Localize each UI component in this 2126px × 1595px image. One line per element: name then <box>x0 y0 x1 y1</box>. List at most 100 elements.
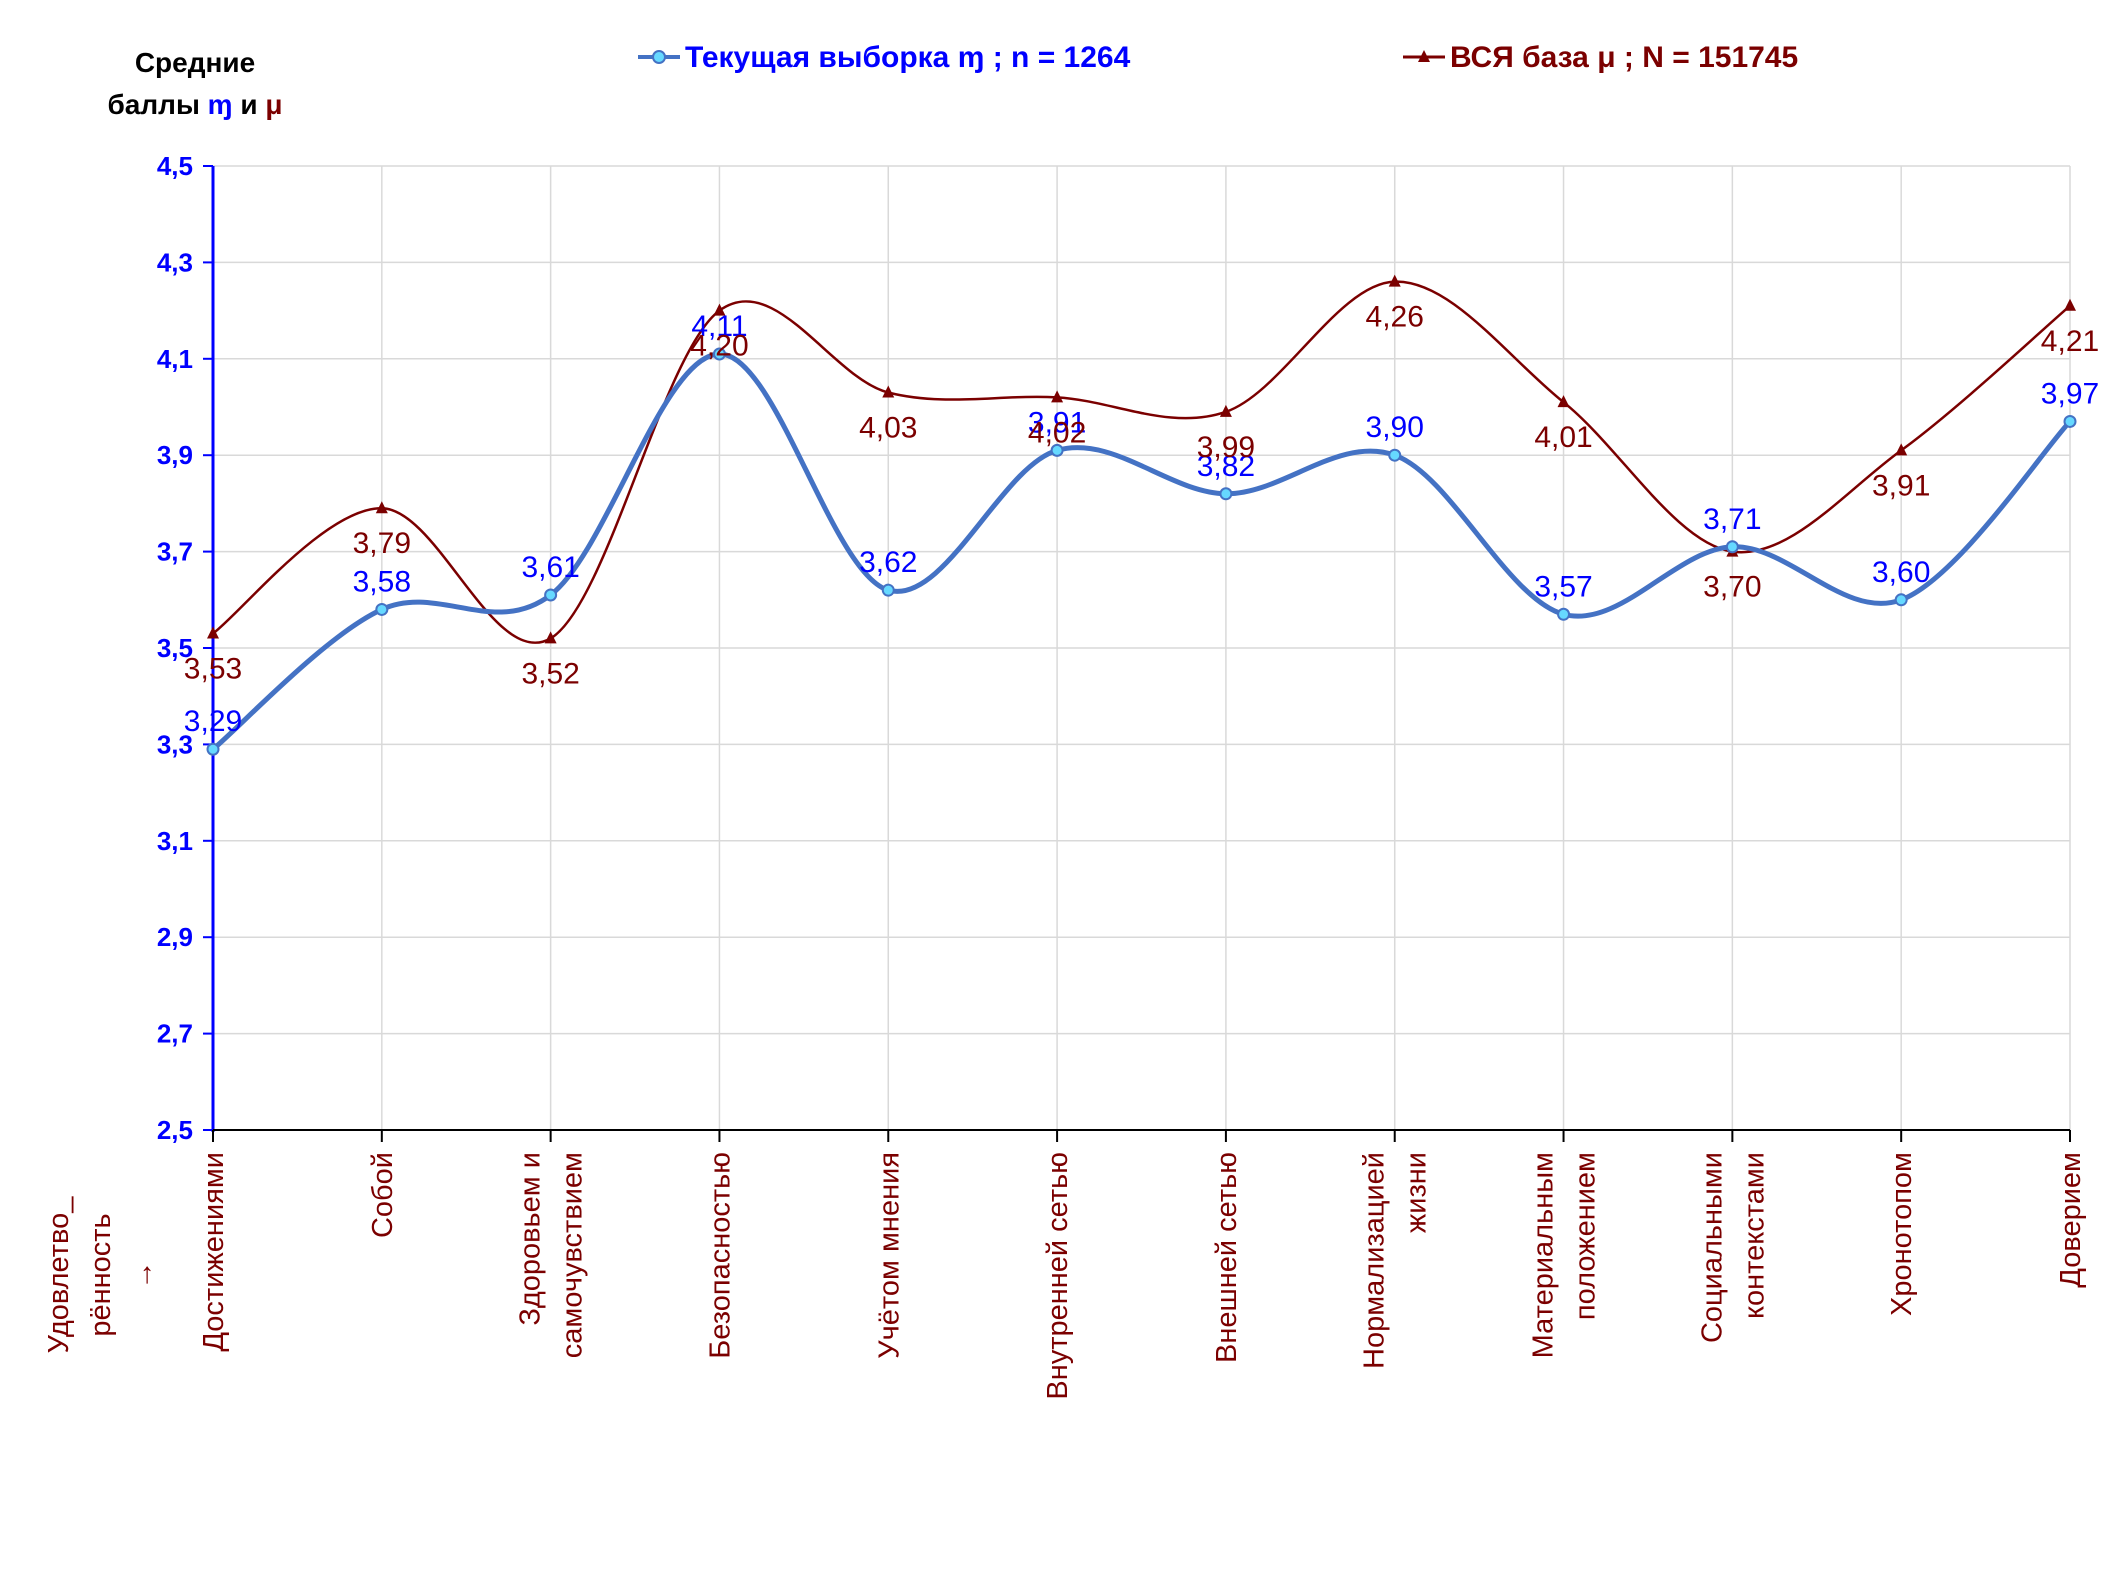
series-base-line <box>212 280 2071 644</box>
data-label-base: 3,79 <box>353 527 411 560</box>
data-label-current: 3,71 <box>1703 503 1761 536</box>
data-label-base: 4,01 <box>1534 421 1592 454</box>
category-label-line: жизни <box>1401 1152 1433 1233</box>
legend: Текущая выборка ɱ ; n = 1264 ВСЯ база μ … <box>638 41 1798 74</box>
legend-label-base: ВСЯ база μ ; N = 151745 <box>1450 41 1798 74</box>
y-tick-label: 4,5 <box>157 151 193 181</box>
category-label-line: положением <box>1570 1152 1602 1320</box>
y-tick-label: 4,3 <box>157 247 193 277</box>
legend-item-base: ВСЯ база μ ; N = 151745 <box>1403 41 1798 74</box>
data-label-current: 3,97 <box>2041 377 2099 410</box>
category-label: Безопасностью <box>704 1152 736 1359</box>
category-label: Достижениями <box>198 1152 230 1352</box>
category-label: Внешней сетью <box>1211 1152 1243 1363</box>
category-label: Учётом мнения <box>873 1152 905 1359</box>
y-tick-label: 2,7 <box>157 1019 193 1049</box>
y-tick-label: 3,9 <box>157 440 193 470</box>
category-label-line: Достижениями <box>198 1152 230 1352</box>
data-label-current: 3,91 <box>1028 406 1086 439</box>
y-axis-title-line2: баллы ɱ и μ <box>108 89 283 120</box>
data-label-current: 3,57 <box>1534 570 1592 603</box>
data-label-current: 3,29 <box>184 705 242 738</box>
series-base-point <box>1388 274 1401 287</box>
category-label: Внутренней сетью <box>1042 1152 1074 1400</box>
category-label-line: Нормализацией <box>1359 1152 1391 1369</box>
category-label-line: Материальным <box>1528 1152 1560 1358</box>
series-base-point <box>544 631 557 644</box>
category-label-line: контекстами <box>1738 1152 1770 1319</box>
series-base-point <box>1219 404 1232 417</box>
series-current-point <box>1725 540 1739 554</box>
category-label-line: Внутренней сетью <box>1042 1152 1074 1400</box>
data-label-base: 4,03 <box>859 412 917 445</box>
data-label-base: 3,91 <box>1872 469 1930 502</box>
svg-text:рённость: рённость <box>85 1213 117 1336</box>
series-current-point <box>881 583 895 597</box>
data-label-current: 3,61 <box>521 551 579 584</box>
series-current <box>206 347 2077 756</box>
data-label-base: 3,70 <box>1703 571 1761 604</box>
data-label-base: 3,99 <box>1197 431 1255 464</box>
category-label-line: Внешней сетью <box>1211 1152 1243 1363</box>
series-base-point <box>1557 395 1570 408</box>
data-label-base: 4,20 <box>690 330 748 363</box>
series-base <box>207 274 2076 644</box>
data-label-current: 3,62 <box>859 546 917 579</box>
category-label: Материальным положением <box>1528 1152 1602 1358</box>
category-label: Здоровьем и самочувствием <box>515 1152 589 1358</box>
y-tick-label: 2,5 <box>157 1115 193 1145</box>
x-axis <box>212 1129 2071 1142</box>
data-label-base: 3,52 <box>521 657 579 690</box>
series-base-point <box>1895 443 1908 456</box>
y-tick-label: 3,5 <box>157 633 193 663</box>
series-base-point <box>713 303 726 316</box>
category-label-line: Собой <box>367 1152 399 1238</box>
data-label-current: 4,11 <box>691 310 747 343</box>
y-axis-title-line1: Средние <box>135 47 255 78</box>
y-tick-label: 3,1 <box>157 826 193 856</box>
data-label-current: 3,82 <box>1197 450 1255 483</box>
data-labels: 3,29 3,58 3,61 4,11 3,62 3,91 3,82 3,90 3,57 3,71… <box>184 301 2099 739</box>
series-current-point <box>1894 593 1908 607</box>
category-label: Нормализацией жизни <box>1359 1152 1433 1369</box>
y-tick-label: 3,3 <box>157 729 193 759</box>
legend-label-current: Текущая выборка ɱ ; n = 1264 <box>685 41 1131 74</box>
series-current-point <box>2063 414 2077 428</box>
series-base-point <box>2064 298 2076 311</box>
category-label-line: Учётом мнения <box>873 1152 905 1359</box>
svg-text:→: → <box>127 1261 159 1290</box>
y-tick-label: 2,9 <box>157 922 193 952</box>
series-current-point <box>1219 487 1233 501</box>
data-label-base: 4,02 <box>1028 416 1086 449</box>
category-label: Собой <box>367 1152 399 1238</box>
series-base-point <box>882 385 895 398</box>
series-base-point <box>207 626 219 639</box>
data-label-current: 3,60 <box>1872 556 1930 589</box>
category-label: Социальными контекстами <box>1696 1152 1770 1343</box>
series-current-point <box>1388 448 1402 462</box>
y-tick-label: 3,7 <box>157 537 193 567</box>
data-label-base: 3,53 <box>184 653 242 686</box>
x-axis-title: Удовлетво_ рённость → <box>43 1196 159 1354</box>
category-label: Доверием <box>2055 1152 2087 1288</box>
category-label-line: самочувствием <box>557 1152 589 1358</box>
category-labels: Достижениями Собой Здоровьем и самочувствие… <box>198 1152 2087 1400</box>
category-label-line: Доверием <box>2055 1152 2087 1288</box>
series-current-point <box>1557 607 1571 621</box>
series-current-point <box>544 588 558 602</box>
series-current-point <box>206 742 220 756</box>
category-label: Хронотопом <box>1886 1152 1918 1316</box>
series-current-point <box>712 347 726 361</box>
category-label-line: Безопасностью <box>704 1152 736 1359</box>
data-label-base: 4,21 <box>2041 325 2099 358</box>
series-base-point <box>375 501 388 514</box>
data-label-current: 3,58 <box>353 565 411 598</box>
category-label-line: Социальными <box>1696 1152 1728 1343</box>
y-tick-label: 4,1 <box>157 344 193 374</box>
gridlines <box>213 165 2071 1131</box>
data-label-base: 4,26 <box>1366 301 1424 334</box>
svg-text:Удовлетво_: Удовлетво_ <box>43 1196 75 1354</box>
series-current-point <box>375 602 389 616</box>
category-label-line: Хронотопом <box>1886 1152 1918 1316</box>
